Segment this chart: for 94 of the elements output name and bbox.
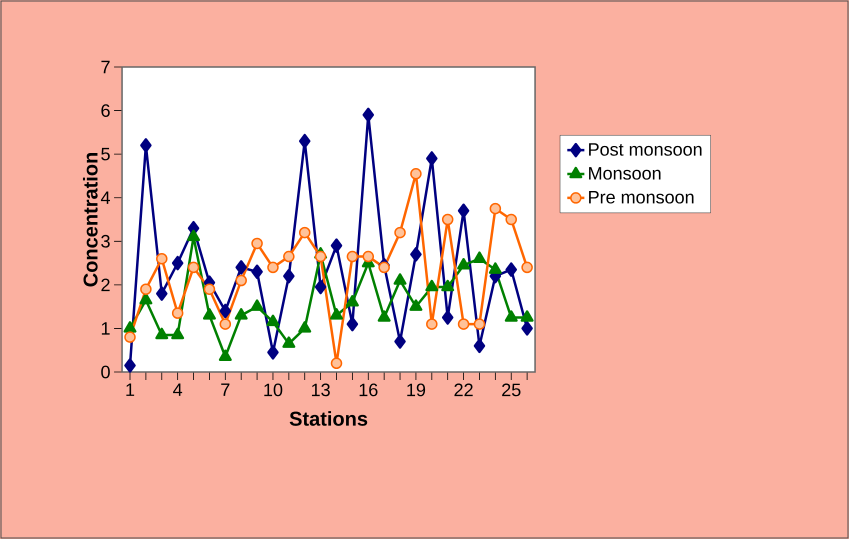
point	[409, 299, 422, 311]
y-axis-title: Concentration	[82, 152, 98, 286]
point	[140, 138, 152, 153]
x-tick-label: 10	[264, 384, 282, 396]
point	[283, 250, 295, 262]
point	[441, 280, 454, 292]
point	[426, 318, 438, 330]
point	[330, 308, 343, 320]
point	[172, 256, 184, 270]
point	[220, 318, 232, 330]
point	[220, 304, 232, 318]
point	[139, 292, 152, 304]
point	[283, 268, 295, 284]
point	[124, 358, 136, 373]
point	[521, 321, 533, 336]
point	[266, 314, 280, 326]
point	[172, 307, 184, 319]
point	[235, 260, 247, 275]
x-tick-label: 1	[126, 384, 134, 396]
point	[457, 258, 470, 270]
point	[505, 262, 517, 277]
point	[298, 226, 310, 238]
point	[474, 318, 486, 330]
point	[346, 250, 358, 262]
point	[490, 202, 502, 214]
point	[267, 262, 279, 274]
point	[188, 262, 200, 274]
point	[442, 214, 454, 226]
y-tick-label: 3	[101, 234, 110, 248]
point	[426, 151, 438, 166]
point	[425, 280, 438, 292]
point	[155, 328, 168, 340]
point	[250, 299, 264, 311]
point	[505, 214, 517, 226]
point	[458, 204, 470, 218]
point	[267, 345, 279, 360]
point	[298, 134, 310, 148]
point	[251, 238, 263, 250]
point	[362, 250, 374, 262]
x-tick-label: 4	[173, 384, 182, 396]
x-tick-label: 22	[454, 384, 473, 396]
point	[140, 283, 152, 295]
point	[187, 230, 200, 242]
y-tick-label: 7	[101, 60, 110, 74]
y-tick-label: 1	[102, 322, 110, 335]
point	[204, 283, 216, 295]
point	[458, 318, 470, 330]
point	[378, 262, 390, 274]
point	[171, 328, 184, 340]
point	[410, 247, 422, 262]
y-tick-label: 0	[101, 366, 110, 378]
point	[124, 321, 136, 333]
point	[346, 316, 358, 332]
point	[362, 108, 374, 122]
point	[314, 280, 326, 294]
point	[314, 250, 326, 262]
point	[488, 262, 502, 274]
point	[474, 338, 486, 354]
point	[394, 334, 406, 349]
legend-label: Monsoon	[589, 167, 660, 180]
point	[378, 310, 391, 322]
x-tick-label: 13	[312, 384, 330, 396]
x-axis-title: Stations	[290, 411, 368, 426]
point	[410, 168, 422, 180]
y-tick-label: 5	[101, 148, 110, 160]
y-tick-label: 6	[101, 104, 110, 117]
point	[520, 310, 534, 322]
point	[330, 238, 342, 253]
point	[202, 308, 216, 320]
x-tick-label: 16	[360, 384, 378, 396]
point	[298, 321, 312, 333]
point	[442, 310, 454, 325]
point	[282, 336, 296, 348]
x-tick-label: 19	[407, 384, 426, 396]
point	[394, 273, 406, 285]
point	[504, 310, 518, 322]
point	[394, 226, 406, 238]
x-tick-label: 7	[221, 384, 230, 396]
point	[346, 295, 359, 307]
point	[235, 274, 247, 286]
point	[521, 262, 533, 274]
point	[156, 252, 168, 264]
y-tick-label: 4	[100, 192, 110, 204]
point	[124, 331, 136, 343]
point	[218, 350, 232, 361]
point	[330, 358, 342, 370]
y-tick-label: 2	[101, 278, 110, 292]
x-tick-label: 25	[502, 384, 520, 396]
point	[251, 264, 263, 280]
point	[156, 286, 168, 301]
point	[234, 308, 248, 320]
legend-label: Post monsoon	[589, 143, 702, 156]
point	[473, 251, 486, 263]
legend-label: Pre monsoon	[589, 190, 694, 204]
